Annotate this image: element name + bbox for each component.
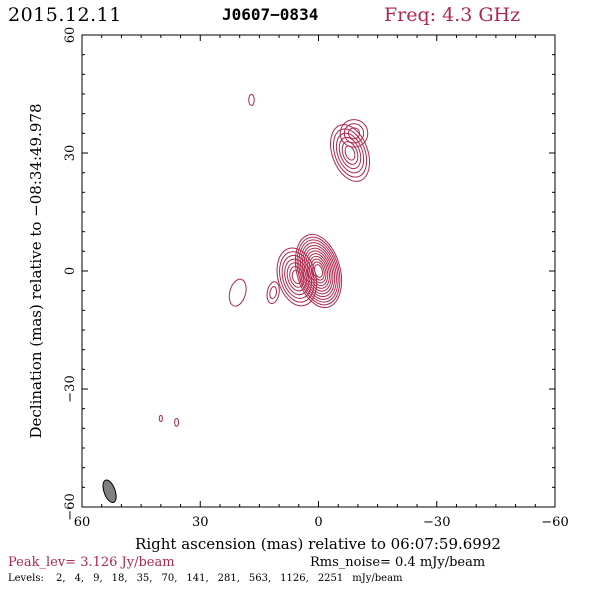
contour-level xyxy=(279,251,315,303)
y-tick-label: −30 xyxy=(63,375,78,402)
contour-level xyxy=(343,123,365,144)
contour-level xyxy=(303,247,334,295)
contour-level xyxy=(307,253,330,289)
rms-noise: Rms_noise= 0.4 mJy/beam xyxy=(310,555,486,570)
x-tick-label: 30 xyxy=(192,515,209,530)
x-axis-label: Right ascension (mas) relative to 06:07:… xyxy=(135,535,501,553)
y-tick-label: 30 xyxy=(63,145,78,162)
contour-level xyxy=(286,262,307,292)
contour-level xyxy=(284,258,310,296)
x-tick-label: −30 xyxy=(423,515,450,530)
contour-level xyxy=(335,132,365,174)
contour-level xyxy=(296,236,341,306)
x-tick-label: 0 xyxy=(314,515,322,530)
contour-level xyxy=(276,247,318,307)
level-value: 70, xyxy=(161,573,178,584)
axis-ticks xyxy=(81,34,556,508)
levels-label: Levels: xyxy=(8,573,44,584)
level-value: 141, xyxy=(186,573,209,584)
contour-level xyxy=(312,261,325,281)
levels-values: 2, 4, 9, 18, 35, 70, 141, 281, 563, 1126, 2251 mJy/… xyxy=(47,573,403,584)
contour-levels: Levels: 2, 4, 9, 18, 35, 70, 141, 281, 563, 1126,… xyxy=(8,573,403,584)
contour-level xyxy=(305,250,332,292)
level-value: 1126, xyxy=(280,573,309,584)
level-value: 2251 xyxy=(317,573,344,584)
level-value: 35, xyxy=(136,573,153,584)
level-value: 2, xyxy=(56,573,66,584)
beam-ellipse-group xyxy=(102,479,117,504)
contour-level xyxy=(332,128,368,178)
tick-labels: 60 30 0 −30 −60 −60 −30 0 30 60 xyxy=(63,27,569,530)
contour-level xyxy=(174,418,180,427)
y-tick-label: 0 xyxy=(63,267,78,275)
y-tick-label: 60 xyxy=(63,27,78,44)
contour-level xyxy=(300,242,337,300)
contour-level xyxy=(339,119,369,148)
contour-level xyxy=(248,93,255,106)
contour-level xyxy=(347,127,360,140)
level-value: mJy/beam xyxy=(352,573,403,584)
x-tick-label: −60 xyxy=(541,515,568,530)
contour-level xyxy=(301,244,336,298)
contour-level xyxy=(266,281,280,305)
level-value: 563, xyxy=(248,573,272,584)
x-tick-label: 60 xyxy=(74,515,91,530)
contour-level xyxy=(291,269,302,285)
y-tick-label: −60 xyxy=(63,493,78,520)
level-value: 9, xyxy=(93,573,103,584)
contour-level xyxy=(330,124,371,182)
contour-level xyxy=(269,286,278,300)
contour-level xyxy=(158,414,163,423)
contour-level xyxy=(228,278,247,307)
contour-level xyxy=(289,266,305,288)
peak-level: Peak_lev= 3.126 Jy/beam xyxy=(8,555,175,570)
contour-level xyxy=(310,258,327,284)
level-value: 281, xyxy=(217,573,240,584)
contour-level xyxy=(294,233,343,309)
observation-date: 2015.12.11 xyxy=(8,4,122,26)
contour-level xyxy=(338,136,362,170)
plot-frame xyxy=(81,34,556,508)
source-name: J0607−0834 xyxy=(222,5,319,24)
beam-ellipse xyxy=(102,479,117,504)
contour-level xyxy=(341,141,359,165)
frequency-label: Freq: 4.3 GHz xyxy=(384,4,521,26)
y-axis-label: Declination (mas) relative to −08:34:49.… xyxy=(27,103,45,438)
contour-lines xyxy=(158,93,371,427)
level-value: 18, xyxy=(111,573,128,584)
contour-level xyxy=(281,254,313,299)
level-value: 4, xyxy=(74,573,85,584)
